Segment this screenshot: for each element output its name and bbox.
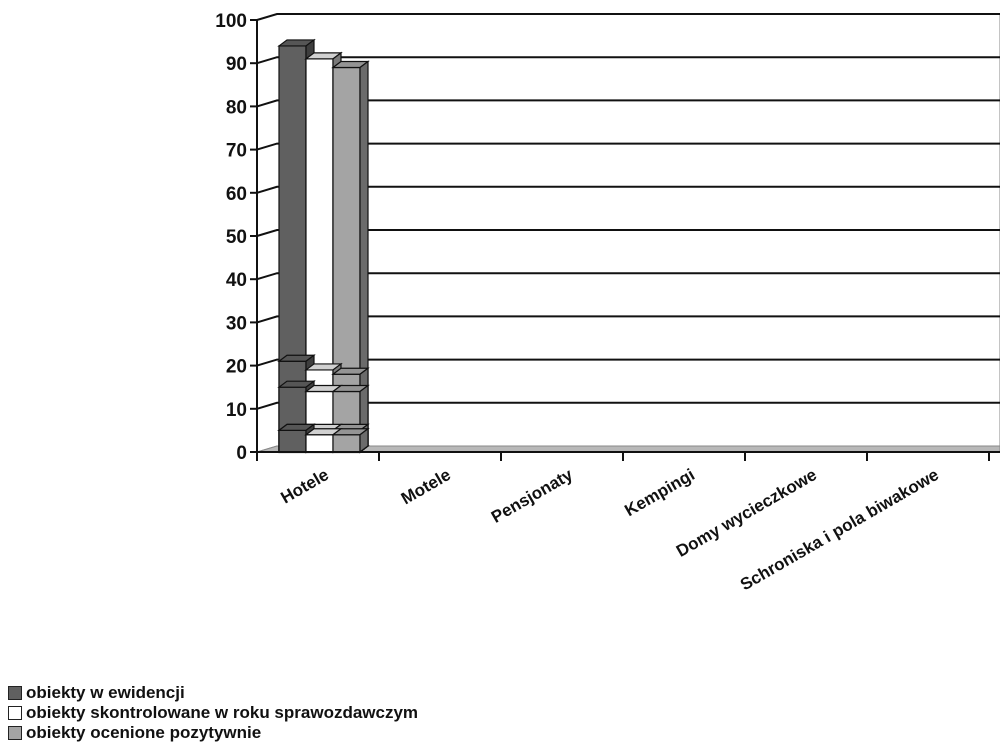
legend-label-skontrolowane: obiekty skontrolowane w roku sprawozdawc… <box>26 703 419 722</box>
gridline <box>256 13 1000 21</box>
legend-label-ocenione: obiekty ocenione pozytywnie <box>26 723 262 742</box>
gridline <box>256 185 1000 194</box>
gridline <box>256 358 1000 367</box>
legend-swatch-skontrolowane <box>8 706 22 720</box>
y-tick-label: 70 <box>226 141 247 162</box>
y-tick-label: 40 <box>226 270 247 291</box>
x-tick-label: Schroniska i pola biwakowe <box>737 465 942 594</box>
y-tick-label: 30 <box>226 313 247 334</box>
y-tick-label: 80 <box>226 97 247 118</box>
x-tick-label: Hotele <box>277 465 332 507</box>
y-tick-label: 90 <box>226 54 247 75</box>
y-tick-label: 60 <box>226 184 247 205</box>
bar <box>331 427 370 454</box>
legend-item-skontrolowane: obiekty skontrolowane w roku sprawozdawc… <box>8 703 418 723</box>
y-tick-label: 0 <box>236 443 247 464</box>
gridlines <box>256 13 1000 410</box>
gridline <box>256 272 1000 281</box>
gridline <box>256 56 1000 65</box>
legend: obiekty w ewidencji obiekty skontrolowan… <box>8 683 418 743</box>
y-tick-label: 10 <box>226 400 247 421</box>
y-axis: 0 10 20 30 40 50 60 70 80 90 100 <box>215 11 258 464</box>
legend-label-ewidencja: obiekty w ewidencji <box>26 683 185 702</box>
x-tick-label: Motele <box>398 465 454 508</box>
gridline <box>256 315 1000 324</box>
y-tick-label: 50 <box>226 227 247 248</box>
gridline <box>256 142 1000 151</box>
bar-chart: 0 10 20 30 40 50 60 70 80 90 100 Hotele Motele Pensj… <box>215 11 1000 594</box>
gridline <box>256 229 1000 237</box>
y-tick-label: 20 <box>226 357 247 378</box>
x-tick-label: Kempingi <box>621 465 698 520</box>
bars <box>277 38 370 454</box>
legend-item-ocenione: obiekty ocenione pozytywnie <box>8 723 418 743</box>
y-tick-label: 100 <box>215 11 247 32</box>
gridline <box>256 99 1000 108</box>
legend-swatch-ewidencja <box>8 686 22 700</box>
x-tick-label: Pensjonaty <box>488 465 577 527</box>
legend-swatch-ocenione <box>8 726 22 740</box>
gridline <box>256 401 1000 410</box>
legend-item-ewidencja: obiekty w ewidencji <box>8 683 418 703</box>
